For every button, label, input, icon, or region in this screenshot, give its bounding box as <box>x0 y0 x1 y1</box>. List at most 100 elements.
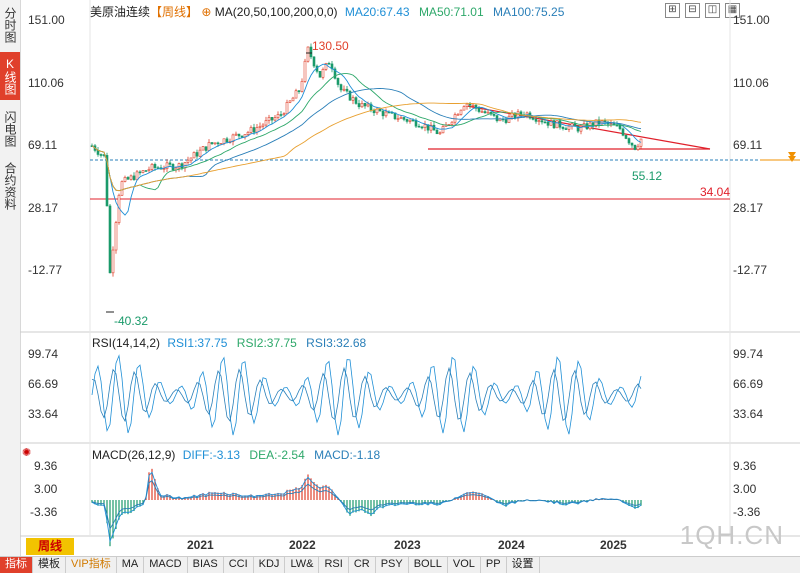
candle-body <box>114 222 118 251</box>
tab-template[interactable]: 模板 <box>33 557 66 573</box>
macd-tick-left: -3.36 <box>30 505 58 519</box>
candle-body <box>465 103 469 107</box>
candle-body <box>627 138 631 144</box>
add-icon[interactable]: ⊕ <box>201 5 212 19</box>
kline-chart-svg[interactable]: 130.50 -40.32 55.12 34.04 <box>20 0 800 556</box>
sidebar-tab-contract-info[interactable]: 合约资料 <box>3 162 17 210</box>
candle-body <box>636 145 640 150</box>
candle-body <box>282 113 286 115</box>
candle-body <box>129 175 133 180</box>
candle-body <box>177 163 181 169</box>
y-tick-left: 110.06 <box>28 76 64 90</box>
sun-icon[interactable]: ✺ <box>22 447 32 459</box>
candle-body <box>234 133 238 136</box>
candle-body <box>639 138 643 147</box>
instrument-name: 美原油连续 <box>90 5 151 19</box>
tab-ma[interactable]: MA <box>117 557 145 573</box>
tab-cci[interactable]: CCI <box>224 557 254 573</box>
candle-body <box>126 177 130 180</box>
candle-body <box>459 109 463 115</box>
ma20-value: MA20:67.43 <box>344 5 410 19</box>
candle-body <box>180 163 184 169</box>
y-tick-left: 69.11 <box>28 138 58 152</box>
candle-body <box>477 108 481 112</box>
x-year-label: 2021 <box>187 538 214 552</box>
candle-body <box>123 177 127 182</box>
candle-body <box>471 104 475 107</box>
ma-line <box>91 63 642 216</box>
y-tick-right: 151.00 <box>733 13 770 27</box>
candle-body <box>213 142 217 145</box>
tab-vol[interactable]: VOL <box>448 557 481 573</box>
candle-body <box>561 126 565 129</box>
rsi1-value: RSI1:37.75 <box>167 336 228 350</box>
candle-body <box>474 104 478 109</box>
candle-body <box>300 81 304 92</box>
tab-vip-indicator[interactable]: VIP指标 <box>66 557 117 573</box>
tab-pp[interactable]: PP <box>481 557 507 573</box>
ma-setting[interactable]: MA(20,50,100,200,0,0) <box>214 5 338 19</box>
layout-icon-1[interactable]: ⊞ <box>665 3 680 18</box>
candle-body <box>153 163 157 168</box>
candle-body <box>309 46 313 58</box>
candle-body <box>252 127 256 133</box>
y-tick-right: 110.06 <box>733 76 769 90</box>
tab-cr[interactable]: CR <box>349 557 376 573</box>
candle-body <box>381 110 385 117</box>
candle-body <box>345 88 349 92</box>
tab-bias[interactable]: BIAS <box>188 557 224 573</box>
candle-body <box>594 119 598 127</box>
y-tick-left: 28.17 <box>28 201 59 215</box>
candle-body <box>261 124 265 127</box>
tab-settings[interactable]: 设置 <box>507 557 540 573</box>
candle-body <box>456 114 460 116</box>
candle-body <box>204 146 208 151</box>
candle-body <box>357 103 361 108</box>
candle-body <box>189 157 193 161</box>
rsi-label[interactable]: RSI(14,14,2) <box>92 336 161 350</box>
tab-indicator[interactable]: 指标 <box>0 557 33 573</box>
tab-lw[interactable]: LW& <box>285 557 320 573</box>
layout-icon-2[interactable]: ⊟ <box>685 3 700 18</box>
macd-tick-right: 3.00 <box>733 482 757 496</box>
macd-tick-right: -3.36 <box>733 505 761 519</box>
candle-body <box>264 120 268 126</box>
candle-body <box>480 111 484 113</box>
candle-body <box>483 111 487 114</box>
sidebar-tab-kline[interactable]: K线图 <box>0 52 20 100</box>
layout-icon-3[interactable]: ◫ <box>705 3 720 18</box>
candle-body <box>162 168 166 170</box>
candle-body <box>333 68 337 79</box>
candle-body <box>537 120 541 122</box>
candle-body <box>405 119 409 122</box>
candle-body <box>576 126 580 132</box>
candle-body <box>420 126 424 129</box>
macd-label[interactable]: MACD(26,12,9) <box>92 448 176 462</box>
candle-body <box>462 106 466 111</box>
y-tick-right: 69.11 <box>733 138 763 152</box>
candle-body <box>339 84 343 91</box>
trendline-upper <box>466 105 711 150</box>
candle-body <box>207 142 211 151</box>
tab-rsi[interactable]: RSI <box>319 557 349 573</box>
tab-macd[interactable]: MACD <box>144 557 188 573</box>
candle-body <box>579 125 583 132</box>
tab-boll[interactable]: BOLL <box>409 557 448 573</box>
sidebar-tab-timeshare[interactable]: 分时图 <box>3 7 17 43</box>
high-annotation: 130.50 <box>312 39 349 53</box>
ma-line <box>91 102 642 192</box>
ma100-value: MA100:75.25 <box>493 5 565 19</box>
ma50-value: MA50:71.01 <box>418 5 484 19</box>
tab-kdj[interactable]: KDJ <box>254 557 286 573</box>
sidebar-tab-flash[interactable]: 闪电图 <box>3 111 17 147</box>
layout-icon-4[interactable]: ▦ <box>725 3 740 18</box>
candle-body <box>468 103 472 106</box>
macd-line <box>91 479 642 530</box>
candle-body <box>321 69 325 78</box>
candle-body <box>249 127 253 133</box>
macd-tick-right: 9.36 <box>733 459 757 473</box>
period-button[interactable]: 周线 <box>26 538 74 555</box>
tab-psy[interactable]: PSY <box>376 557 409 573</box>
candle-body <box>168 162 172 165</box>
x-year-label: 2025 <box>600 538 627 552</box>
